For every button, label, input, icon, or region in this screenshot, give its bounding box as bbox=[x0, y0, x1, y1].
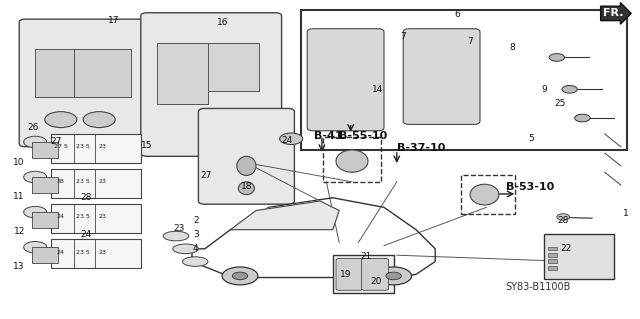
Text: 26: 26 bbox=[28, 123, 39, 132]
Text: 5: 5 bbox=[529, 134, 534, 143]
Text: 12: 12 bbox=[13, 227, 25, 236]
Text: 23: 23 bbox=[99, 179, 106, 184]
Ellipse shape bbox=[182, 257, 208, 266]
Bar bbox=[51, 134, 141, 163]
Text: 20: 20 bbox=[371, 277, 382, 286]
Bar bbox=[51, 169, 141, 198]
Circle shape bbox=[24, 241, 47, 253]
Circle shape bbox=[83, 112, 115, 128]
Text: 28: 28 bbox=[81, 193, 92, 202]
Text: B-41: B-41 bbox=[314, 130, 342, 141]
Text: 11: 11 bbox=[13, 192, 25, 201]
Text: B-53-10: B-53-10 bbox=[506, 182, 554, 192]
Text: 23 5: 23 5 bbox=[76, 179, 90, 184]
Text: 7: 7 bbox=[401, 32, 406, 41]
Text: 24: 24 bbox=[57, 214, 65, 219]
Text: 27: 27 bbox=[200, 171, 212, 180]
Bar bbox=[51, 204, 141, 233]
Text: 9: 9 bbox=[541, 85, 547, 94]
Text: 13: 13 bbox=[13, 262, 25, 271]
FancyBboxPatch shape bbox=[544, 234, 614, 279]
Ellipse shape bbox=[173, 244, 198, 254]
FancyBboxPatch shape bbox=[198, 108, 294, 204]
Ellipse shape bbox=[336, 150, 368, 172]
Ellipse shape bbox=[238, 182, 255, 195]
FancyBboxPatch shape bbox=[19, 19, 147, 147]
Text: 23 5: 23 5 bbox=[76, 249, 90, 255]
Bar bbox=[548, 253, 557, 257]
Text: 28: 28 bbox=[557, 216, 569, 225]
Circle shape bbox=[575, 114, 590, 122]
Text: 21: 21 bbox=[360, 252, 372, 261]
Text: 3: 3 bbox=[193, 230, 198, 239]
FancyBboxPatch shape bbox=[35, 49, 80, 97]
FancyBboxPatch shape bbox=[336, 258, 363, 290]
Text: 25: 25 bbox=[554, 99, 566, 108]
Text: 19: 19 bbox=[340, 270, 351, 279]
Circle shape bbox=[45, 112, 77, 128]
Bar bbox=[32, 212, 58, 228]
Text: 7: 7 bbox=[468, 37, 473, 46]
Text: 24: 24 bbox=[81, 230, 92, 239]
Text: B-55-10: B-55-10 bbox=[339, 130, 387, 141]
Text: 24: 24 bbox=[57, 249, 65, 255]
Circle shape bbox=[562, 85, 577, 93]
Circle shape bbox=[386, 272, 401, 280]
Bar bbox=[548, 247, 557, 250]
FancyBboxPatch shape bbox=[74, 49, 131, 97]
Text: B-37-10: B-37-10 bbox=[397, 143, 445, 153]
Text: 23: 23 bbox=[99, 214, 106, 219]
Text: 22: 22 bbox=[561, 244, 572, 253]
Circle shape bbox=[557, 214, 570, 220]
Text: 15: 15 bbox=[141, 141, 153, 150]
Bar bbox=[548, 259, 557, 263]
Polygon shape bbox=[230, 201, 339, 230]
Ellipse shape bbox=[470, 184, 499, 205]
FancyBboxPatch shape bbox=[362, 258, 388, 290]
Circle shape bbox=[24, 206, 47, 218]
FancyBboxPatch shape bbox=[333, 255, 394, 293]
Text: 16: 16 bbox=[217, 18, 228, 27]
FancyBboxPatch shape bbox=[403, 29, 480, 124]
Circle shape bbox=[24, 171, 47, 183]
Bar bbox=[32, 142, 58, 158]
FancyBboxPatch shape bbox=[307, 29, 384, 131]
Text: 10: 10 bbox=[13, 158, 25, 167]
Text: 6: 6 bbox=[455, 10, 460, 19]
FancyBboxPatch shape bbox=[208, 43, 259, 91]
FancyBboxPatch shape bbox=[141, 13, 282, 156]
Text: 4: 4 bbox=[193, 244, 198, 253]
Text: SY83-B1100B: SY83-B1100B bbox=[505, 282, 570, 292]
Circle shape bbox=[222, 267, 258, 285]
Text: 23 5: 23 5 bbox=[76, 214, 90, 219]
Text: 27: 27 bbox=[51, 137, 62, 146]
Text: 23: 23 bbox=[99, 144, 106, 149]
Bar bbox=[548, 266, 557, 270]
Text: 8: 8 bbox=[509, 43, 515, 52]
Circle shape bbox=[232, 272, 248, 280]
Text: 24: 24 bbox=[281, 136, 292, 145]
Text: 23: 23 bbox=[99, 249, 106, 255]
Circle shape bbox=[376, 267, 412, 285]
Ellipse shape bbox=[163, 231, 189, 241]
Bar bbox=[51, 239, 141, 268]
Text: 14: 14 bbox=[372, 85, 383, 94]
Circle shape bbox=[549, 54, 564, 61]
Bar bbox=[32, 177, 58, 193]
Text: FR.: FR. bbox=[603, 8, 623, 19]
Text: 2: 2 bbox=[193, 216, 198, 225]
Text: 17: 17 bbox=[108, 16, 120, 25]
Text: 28: 28 bbox=[57, 179, 65, 184]
Text: 1: 1 bbox=[623, 209, 628, 218]
Text: 23: 23 bbox=[173, 224, 185, 233]
Bar bbox=[32, 247, 58, 263]
Ellipse shape bbox=[237, 156, 256, 175]
Text: 27 5: 27 5 bbox=[54, 144, 68, 149]
FancyBboxPatch shape bbox=[157, 43, 208, 104]
Text: 18: 18 bbox=[241, 182, 252, 191]
Text: 23 5: 23 5 bbox=[76, 144, 90, 149]
Circle shape bbox=[280, 133, 303, 145]
Circle shape bbox=[24, 136, 47, 148]
